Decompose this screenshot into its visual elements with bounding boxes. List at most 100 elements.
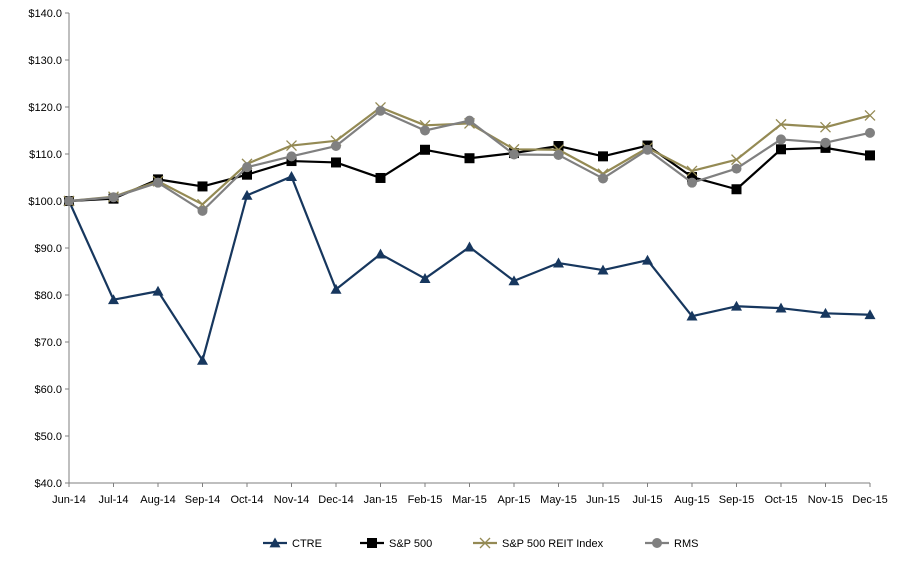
data-point-s-p-500-reit-index	[286, 140, 297, 151]
legend-item-s-p-500: S&P 500	[360, 538, 432, 550]
series-layer	[63, 102, 876, 365]
legend-label: CTRE	[292, 538, 322, 550]
data-point-s-p-500	[731, 184, 742, 195]
data-point-s-p-500	[553, 141, 564, 152]
data-point-rms	[331, 141, 341, 152]
data-point-ctre	[330, 283, 342, 294]
legend-item-ctre: CTRE	[263, 537, 322, 550]
data-point-s-p-500-reit-index-stroke	[864, 110, 876, 121]
data-point-ctre	[419, 273, 431, 283]
data-point-ctre	[375, 248, 386, 259]
data-point-rms	[731, 163, 742, 174]
data-point-ctre	[197, 354, 208, 365]
y-tick-label: $100.0	[28, 196, 62, 208]
data-point-s-p-500-reit-index	[820, 121, 831, 133]
data-point-rms	[153, 177, 163, 188]
legend-marker	[652, 538, 662, 548]
data-point-ctre	[108, 294, 119, 305]
legend-marker-stroke	[479, 537, 491, 549]
y-tick-label: $40.0	[34, 478, 62, 490]
legend-label: S&P 500	[389, 538, 432, 550]
data-point-rms	[420, 125, 430, 136]
y-tick-label: $140.0	[28, 8, 62, 20]
x-tick-label: Oct-14	[230, 494, 263, 506]
series-ctre	[63, 171, 876, 365]
data-point-ctre	[820, 307, 831, 318]
axes: $40.0 $50.0 $60.0 $70.0 $80.0 $90.0 $100.0 $110…	[28, 8, 887, 506]
legend-marker	[269, 537, 281, 548]
x-tick-label: Aug-15	[674, 494, 709, 506]
data-point-ctre	[464, 241, 475, 252]
data-point-ctre	[864, 309, 876, 320]
data-point-ctre	[508, 275, 520, 286]
data-point-s-p-500	[464, 153, 475, 164]
x-tick-label: Jun-15	[586, 494, 620, 506]
data-point-ctre	[731, 300, 742, 311]
data-point-s-p-500	[687, 172, 697, 183]
y-tick-label: $90.0	[34, 243, 62, 255]
legend: CTRE S&P 500 S&P 500 REIT Index RMS	[263, 537, 698, 550]
data-point-rms	[64, 196, 74, 206]
data-point-s-p-500-reit-index	[864, 110, 876, 121]
x-tick-label: May-15	[540, 494, 577, 506]
data-point-s-p-500	[776, 144, 786, 155]
series-line-ctre	[67, 175, 871, 362]
data-point-rms	[776, 134, 786, 145]
data-point-s-p-500	[820, 142, 831, 153]
x-tick-label: Nov-15	[808, 494, 843, 506]
legend-item-s-p-500-reit-index: S&P 500 REIT Index	[473, 537, 604, 550]
y-tick-label: $80.0	[34, 290, 62, 302]
data-point-rms	[286, 151, 297, 162]
x-tick-label: Sep-14	[185, 494, 220, 506]
y-tick-label: $130.0	[28, 55, 62, 67]
data-point-ctre	[241, 189, 253, 200]
data-point-rms	[375, 105, 386, 116]
data-point-rms	[687, 177, 697, 188]
x-tick-label: Dec-15	[852, 494, 887, 506]
data-point-rms	[197, 205, 208, 216]
data-point-s-p-500-reit-index-stroke	[286, 140, 297, 151]
data-point-ctre	[286, 171, 297, 181]
data-point-ctre	[152, 285, 164, 296]
data-point-s-p-500-reit-index-stroke	[731, 154, 742, 166]
x-tick-label: Sep-15	[719, 494, 754, 506]
data-point-ctre	[775, 302, 787, 313]
legend-marker	[367, 538, 377, 548]
y-tick-label: $70.0	[34, 337, 62, 349]
data-point-s-p-500-reit-index-stroke	[775, 118, 787, 130]
data-point-rms	[553, 149, 564, 160]
data-point-s-p-500-reit-index-stroke	[820, 121, 831, 133]
legend-label: S&P 500 REIT Index	[502, 538, 604, 550]
data-point-rms	[108, 192, 119, 203]
x-tick-label: Aug-14	[140, 494, 175, 506]
data-point-rms	[642, 144, 653, 155]
x-tick-label: Feb-15	[408, 494, 443, 506]
data-point-ctre	[597, 264, 609, 275]
x-tick-label: Mar-15	[452, 494, 487, 506]
data-point-rms	[865, 127, 875, 138]
data-point-s-p-500-reit-index	[775, 118, 787, 130]
data-point-rms	[242, 162, 252, 173]
y-tick-label: $60.0	[34, 384, 62, 396]
x-tick-label: Jan-15	[364, 494, 398, 506]
x-tick-label: Oct-15	[764, 494, 797, 506]
data-point-s-p-500-reit-index-stroke	[686, 165, 698, 177]
data-point-ctre	[553, 257, 564, 268]
x-tick-label: Jul-15	[633, 494, 663, 506]
legend-label: RMS	[674, 538, 698, 550]
data-point-ctre	[642, 254, 653, 265]
series-rms	[64, 105, 875, 216]
legend-item-rms: RMS	[645, 538, 698, 550]
y-tick-label: $120.0	[28, 102, 62, 114]
data-point-s-p-500	[420, 144, 430, 155]
y-tick-label: $110.0	[29, 149, 62, 161]
x-tick-label: Jul-14	[99, 494, 129, 506]
data-point-ctre	[686, 310, 698, 321]
data-point-rms	[598, 173, 608, 184]
data-point-s-p-500	[375, 172, 386, 183]
legend-marker	[479, 537, 491, 549]
data-point-s-p-500	[331, 157, 341, 168]
data-point-s-p-500	[598, 151, 608, 162]
data-point-s-p-500-reit-index	[686, 165, 698, 177]
